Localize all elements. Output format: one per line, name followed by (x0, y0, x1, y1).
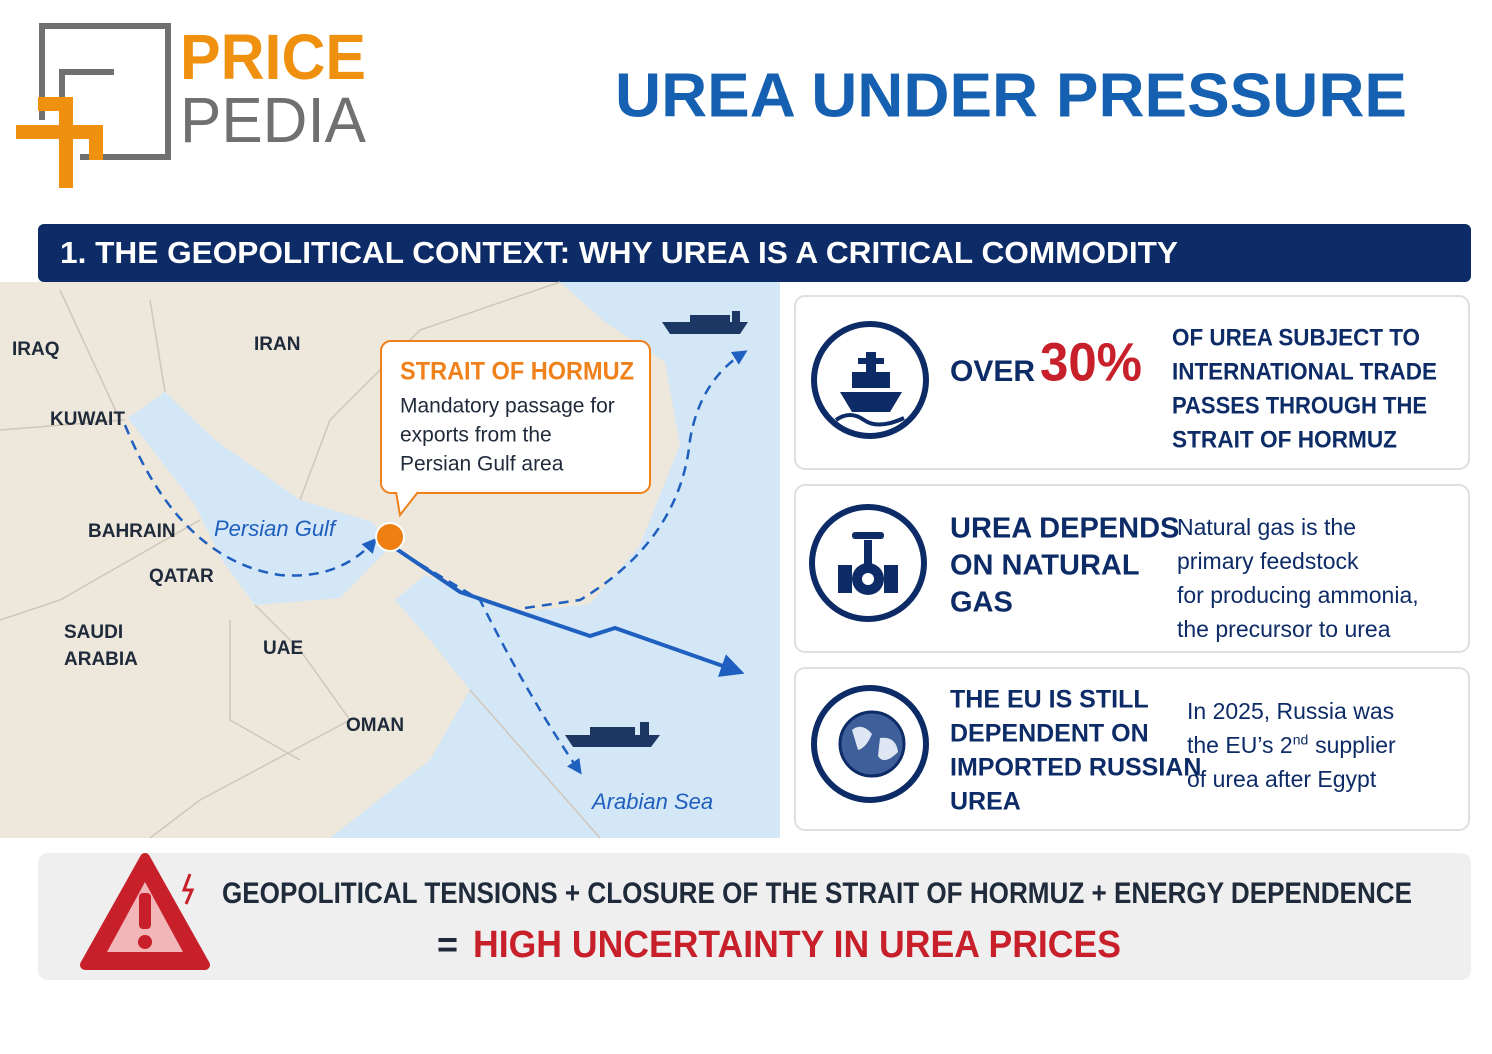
card-heading: IMPORTED RUSSIAN (950, 754, 1201, 782)
card-text: In 2025, Russia was (1187, 698, 1394, 724)
card-heading: UREA (950, 788, 1021, 816)
section-title: 1. THE GEOPOLITICAL CONTEXT: WHY UREA IS… (60, 235, 1178, 270)
callout-text: exports from the (400, 424, 552, 447)
card-text: primary feedstock (1177, 548, 1359, 574)
card-text-superscript: nd (1293, 732, 1309, 748)
card-text: of urea after Egypt (1187, 766, 1377, 792)
logo-bottom: PEDIA (180, 84, 366, 156)
warning-icon (80, 853, 210, 970)
footer-box (38, 853, 1471, 980)
card-text: INTERNATIONAL TRADE (1172, 358, 1437, 385)
card-text: the EU’s 2 (1187, 732, 1293, 758)
footer-result: HIGH UNCERTAINTY IN UREA PRICES (473, 924, 1121, 966)
country-label: IRAN (254, 334, 300, 355)
card-heading: ON NATURAL (950, 550, 1140, 582)
callout-text: Persian Gulf area (400, 453, 564, 476)
map (0, 281, 780, 839)
country-label: IRAQ (12, 339, 60, 360)
footer-text: GEOPOLITICAL TENSIONS + CLOSURE OF THE S… (222, 877, 1412, 910)
card-text: the precursor to urea (1177, 616, 1391, 642)
footer-equals: = (437, 924, 458, 965)
card-text: Natural gas is the (1177, 514, 1356, 540)
country-label: SAUDI (64, 622, 123, 643)
logo-mark (16, 23, 171, 188)
card-heading: THE EU IS STILL (950, 686, 1149, 714)
page-title: UREA UNDER PRESSURE (615, 61, 1407, 130)
card-heading: UREA DEPENDS (950, 513, 1179, 545)
logo-top: PRICE (180, 21, 366, 93)
card-highlight: 30% (1040, 332, 1142, 392)
country-label: QATAR (149, 566, 214, 587)
country-label: UAE (263, 638, 303, 659)
country-label: OMAN (346, 715, 404, 736)
card-text: for producing ammonia, (1177, 582, 1419, 608)
card-text: STRAIT OF HORMUZ (1172, 426, 1397, 453)
callout-title: STRAIT OF HORMUZ (400, 358, 634, 386)
card-text: PASSES THROUGH THE (1172, 392, 1427, 419)
card-heading: GAS (950, 587, 1013, 619)
country-label: ARABIA (64, 649, 138, 670)
sea-label: Arabian Sea (590, 789, 713, 814)
section-bar (38, 224, 1471, 282)
country-label: KUWAIT (50, 409, 125, 430)
card-text: OF UREA SUBJECT TO (1172, 324, 1420, 351)
card-text: supplier (1309, 732, 1396, 758)
card-heading: DEPENDENT ON (950, 720, 1149, 748)
callout-text: Mandatory passage for (400, 395, 615, 418)
cards (794, 295, 1470, 831)
country-label: BAHRAIN (88, 521, 176, 542)
card-icons (809, 321, 929, 803)
sea-label: Persian Gulf (214, 516, 338, 541)
card-lead: OVER (950, 355, 1035, 388)
